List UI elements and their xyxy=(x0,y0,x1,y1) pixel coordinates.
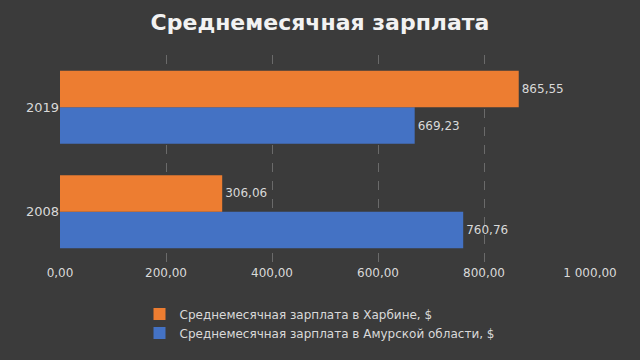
svg-text:0,00: 0,00 xyxy=(47,266,74,280)
svg-text:2019: 2019 xyxy=(26,100,59,115)
svg-text:Среднемесячная зарплата: Среднемесячная зарплата xyxy=(151,10,490,35)
svg-text:306,06: 306,06 xyxy=(225,186,267,200)
svg-text:800,00: 800,00 xyxy=(463,266,505,280)
svg-text:760,76: 760,76 xyxy=(466,223,508,237)
svg-text:669,23: 669,23 xyxy=(418,119,460,133)
svg-text:400,00: 400,00 xyxy=(251,266,293,280)
svg-text:2008: 2008 xyxy=(26,204,59,219)
svg-text:600,00: 600,00 xyxy=(357,266,399,280)
svg-text:Среднемесячная зарплата в Харб: Среднемесячная зарплата в Харбине, $ xyxy=(180,308,433,322)
svg-text:200,00: 200,00 xyxy=(145,266,187,280)
svg-text:865,55: 865,55 xyxy=(522,82,564,96)
svg-text:Среднемесячная зарплата в Амур: Среднемесячная зарплата в Амурской облас… xyxy=(180,327,495,341)
svg-text:1 000,00: 1 000,00 xyxy=(563,266,616,280)
